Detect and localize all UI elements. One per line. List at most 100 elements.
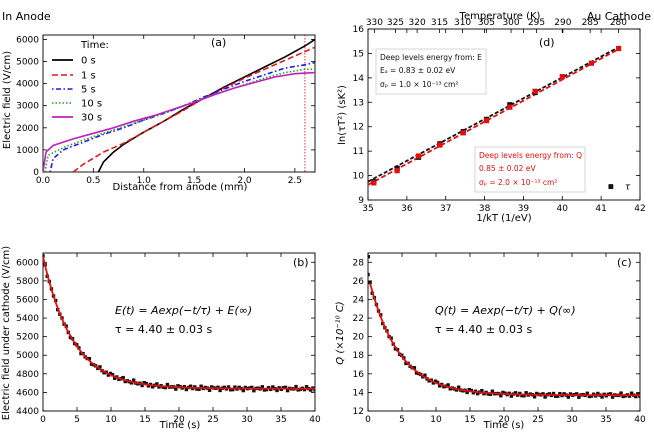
top-tick-label: 300 [502, 18, 519, 28]
legend-label-1s: 1 s [81, 71, 96, 82]
panel-b-plot [43, 254, 315, 393]
panel-a-x-axis-label: Distance from anode (mm) [113, 182, 248, 193]
x-tick-label: 0 [40, 415, 46, 425]
data-point [467, 387, 471, 392]
data-point [262, 388, 267, 392]
top-tick-label: 280 [610, 18, 627, 28]
data-point [541, 392, 545, 396]
data-point [558, 391, 562, 396]
panel-b-y-axis-label: Electric field under cathode (V/cm) [1, 246, 12, 420]
plot-frame [42, 34, 316, 173]
data-point [231, 387, 235, 392]
data-point [117, 377, 121, 381]
data-point [241, 388, 246, 393]
y-tick-label: 14 [353, 74, 365, 84]
data-point [250, 385, 254, 390]
y-tick-label: 20 [353, 333, 365, 343]
x-tick-label: 41 [595, 204, 606, 214]
data-point [106, 373, 111, 377]
data-point [102, 371, 106, 375]
data-point [313, 388, 315, 392]
data-point [621, 394, 625, 399]
data-point [368, 255, 371, 259]
x-tick-label: 20 [498, 415, 510, 425]
y-tick-label: 12 [353, 407, 364, 417]
data-point [233, 385, 237, 389]
data-point [562, 392, 566, 396]
data-point [454, 388, 459, 392]
data-point [490, 389, 495, 393]
y-tick-label: 11 [353, 147, 364, 157]
data-point-q [507, 104, 513, 110]
data-point [237, 385, 241, 390]
data-point [296, 388, 300, 392]
top-tick-label: 310 [454, 18, 471, 28]
data-point [475, 391, 480, 396]
data-point [534, 391, 539, 396]
panel-a-plot [43, 35, 315, 172]
data-point [414, 371, 419, 375]
data-point [412, 366, 417, 370]
top-tick-label: 290 [554, 18, 571, 28]
data-point [43, 254, 45, 258]
data-point [520, 393, 524, 398]
fit-curve [43, 256, 315, 390]
data-point [150, 385, 155, 389]
x-tick-label: 35 [600, 415, 611, 425]
panel-c-ticks: 0 5 10 15 20 25 30 35 40 12 14 16 18 20 22 24 26 28 [353, 252, 646, 425]
data-point [524, 391, 528, 395]
y-tick-label: 13 [353, 98, 364, 108]
data-point [195, 387, 199, 391]
y-tick-label: 4000 [16, 80, 39, 90]
y-tick-label: 16 [353, 25, 365, 35]
data-point [79, 351, 83, 356]
y-tick-label: 6000 [16, 258, 39, 268]
data-point-q [483, 118, 490, 124]
panel-a-top-right-label: Au Cathode [587, 10, 651, 23]
data-point [634, 394, 638, 399]
data-point [155, 382, 159, 386]
data-point [165, 382, 170, 387]
data-point [283, 385, 288, 390]
data-point [140, 383, 144, 388]
info-box-e [375, 48, 487, 95]
x-tick-label: 0.0 [36, 176, 51, 186]
x-tick-label: 1.5 [187, 176, 201, 186]
x-tick-label: 1.0 [137, 176, 152, 186]
fit-line-1 [368, 47, 622, 186]
data-point [608, 392, 613, 396]
x-tick-label: 36 [401, 204, 413, 214]
y-tick-label: 18 [353, 351, 365, 361]
data-point [228, 388, 233, 392]
data-point [423, 373, 427, 377]
data-point [575, 392, 579, 396]
x-tick-label: 15 [139, 415, 150, 425]
panel-d-x-axis-label: 1/kT (1/eV) [476, 213, 531, 224]
x-tick-label: 0.5 [86, 176, 100, 186]
data-point [499, 394, 503, 398]
info-box-e-line2: σₚ = 1.0 × 10⁻¹³ cm² [380, 80, 458, 89]
data-point [123, 379, 127, 384]
y-tick-label: 1000 [16, 146, 39, 156]
data-point [619, 391, 623, 395]
data-point [543, 395, 547, 399]
y-tick-label: 2000 [16, 124, 39, 134]
x-tick-label: 0 [365, 415, 371, 425]
data-point [157, 385, 161, 389]
data-point [129, 381, 134, 385]
y-tick-label: 16 [353, 370, 365, 380]
y-tick-label: 5400 [16, 314, 39, 324]
panel-a-y-axis-label: Electric field (V/cm) [2, 51, 13, 149]
data-point [368, 272, 370, 277]
data-point [456, 385, 461, 389]
legend-label-5s: 5 s [81, 85, 96, 96]
data-point [522, 394, 526, 398]
y-tick-label: 3000 [16, 102, 39, 112]
data-point [226, 385, 231, 389]
panel-d-top-axis-label: Temperature (K) [459, 11, 541, 22]
panel-b-ticks: 0 5 10 15 20 25 30 35 40 4400 4600 4800 5000 5200 5400… [16, 252, 321, 425]
x-tick-label: 20 [173, 415, 185, 425]
data-point [501, 390, 505, 395]
data-point [163, 385, 167, 390]
y-tick-label: 9 [358, 196, 364, 206]
